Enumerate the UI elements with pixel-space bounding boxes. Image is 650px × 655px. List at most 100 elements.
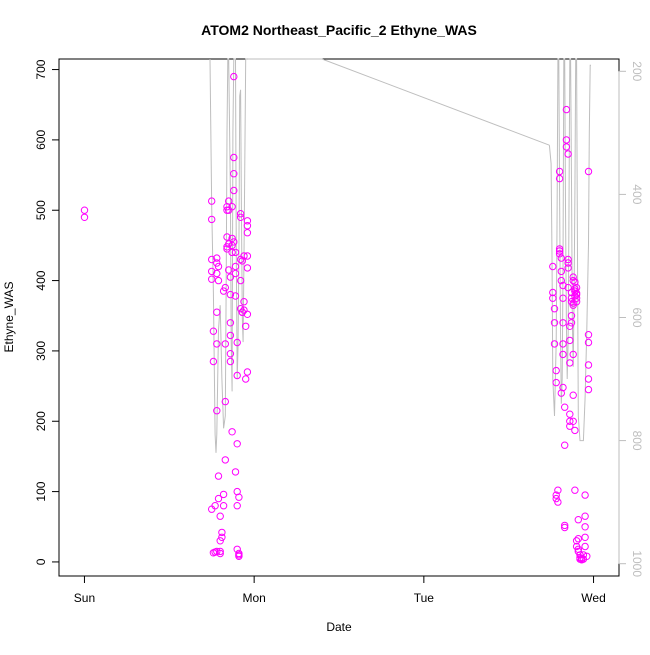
data-point	[243, 229, 252, 237]
data-point	[549, 294, 557, 302]
data-point	[208, 267, 216, 276]
altitude-line-layer	[209, 58, 591, 453]
y-tick-label: 700	[34, 59, 48, 79]
data-point	[225, 197, 233, 205]
data-point	[555, 247, 564, 255]
data-point	[572, 298, 581, 306]
data-point	[579, 551, 588, 559]
y2-tick-label: 200	[630, 61, 644, 81]
y2-tick-label: 400	[630, 184, 644, 204]
data-point	[559, 350, 567, 359]
data-point	[549, 288, 557, 297]
data-point	[571, 287, 579, 295]
data-point	[554, 486, 562, 494]
data-point	[552, 491, 560, 499]
data-point	[243, 252, 252, 260]
y-tick-label: 500	[34, 200, 48, 220]
data-point	[243, 310, 252, 318]
data-point	[236, 210, 245, 218]
data-point	[214, 276, 223, 285]
data-point	[561, 521, 569, 530]
data-point	[209, 357, 218, 366]
data-point	[230, 153, 238, 162]
y-axis-label: Ethyne_WAS	[2, 282, 16, 353]
data-point	[221, 397, 230, 406]
data-point	[581, 491, 589, 499]
x-tick-label: Tue	[414, 591, 435, 605]
data-point	[208, 197, 216, 205]
data-point	[240, 298, 248, 306]
data-point	[554, 498, 562, 506]
data-point	[236, 276, 245, 285]
x-axis: Sun Mon Tue Wed	[74, 575, 606, 605]
data-point	[550, 305, 559, 313]
data-point	[225, 240, 233, 248]
data-point	[567, 312, 576, 320]
data-point	[213, 269, 221, 278]
data-point	[581, 533, 589, 541]
data-point	[231, 292, 240, 300]
data-point	[559, 281, 567, 290]
data-point	[572, 537, 581, 545]
chart-title: ATOM2 Northeast_Pacific_2 Ethyne_WAS	[201, 22, 477, 38]
data-point	[236, 213, 245, 222]
data-point	[549, 262, 557, 271]
data-point	[80, 213, 89, 222]
data-point	[219, 502, 228, 510]
data-point	[584, 167, 593, 176]
data-point	[242, 375, 250, 383]
y2-tick-label: 600	[630, 307, 644, 327]
data-point	[552, 366, 560, 375]
data-point	[572, 290, 581, 299]
data-point	[574, 535, 582, 543]
data-point	[228, 428, 236, 436]
data-point	[569, 273, 577, 281]
data-point	[228, 203, 236, 211]
data-point	[236, 305, 245, 313]
data-point	[213, 340, 221, 348]
data-point	[80, 206, 89, 214]
data-point	[218, 528, 226, 537]
data-point	[216, 512, 224, 520]
altitude-line-segment	[548, 58, 591, 442]
data-point	[550, 319, 559, 327]
y-axis: 0 100 200 300 400 500 600 700	[34, 59, 60, 565]
data-point	[584, 338, 593, 347]
data-point	[213, 254, 221, 262]
data-point	[555, 250, 564, 258]
data-point	[566, 422, 574, 430]
data-point	[235, 552, 243, 560]
data-point	[226, 273, 235, 281]
data-point	[562, 136, 571, 144]
data-point	[233, 440, 241, 448]
data-point	[214, 262, 223, 271]
data-point	[566, 322, 574, 330]
y-tick-label: 400	[34, 270, 48, 290]
y-tick-label: 100	[34, 481, 48, 501]
data-point	[571, 426, 579, 435]
data-point	[243, 217, 252, 225]
data-point	[231, 248, 240, 257]
x-tick-label: Mon	[242, 591, 265, 605]
data-point	[213, 259, 221, 267]
data-points-layer	[80, 72, 593, 564]
data-point	[221, 340, 230, 348]
data-point	[550, 340, 559, 348]
data-point	[233, 371, 241, 380]
data-point	[581, 512, 589, 520]
y-tick-label: 600	[34, 130, 48, 150]
data-point	[208, 275, 216, 283]
data-point	[583, 552, 591, 560]
data-point	[557, 389, 565, 397]
data-point	[240, 252, 248, 260]
data-point	[555, 174, 564, 183]
data-point	[561, 403, 569, 411]
data-point	[219, 287, 228, 295]
data-point	[571, 486, 579, 494]
data-point	[569, 391, 577, 399]
data-point	[557, 276, 565, 285]
data-point	[559, 340, 567, 348]
data-point	[552, 378, 560, 387]
